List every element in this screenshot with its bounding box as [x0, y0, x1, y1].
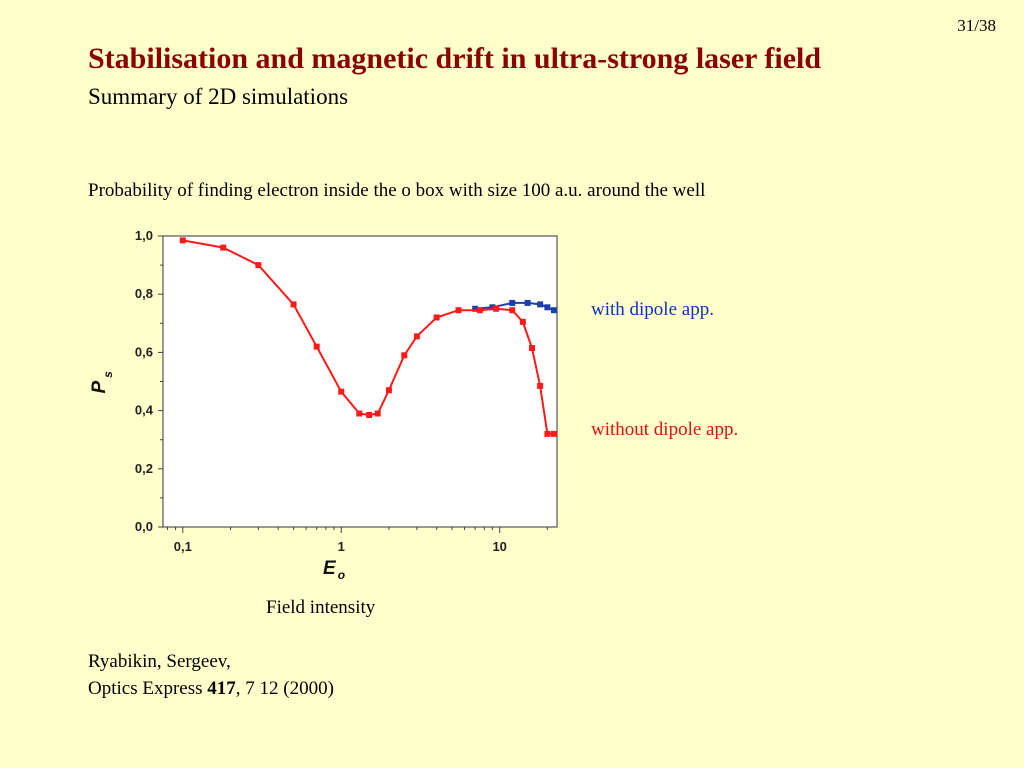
- slide-title: Stabilisation and magnetic drift in ultr…: [88, 42, 822, 75]
- data-point: [550, 307, 557, 314]
- data-point: [524, 299, 531, 306]
- y-tick-label: 1,0: [135, 228, 153, 243]
- data-point: [255, 262, 262, 269]
- data-point: [374, 410, 381, 417]
- field-intensity-label: Field intensity: [266, 597, 376, 618]
- chart-caption: Probability of finding electron inside t…: [88, 180, 706, 201]
- x-tick-label: 10: [492, 539, 506, 554]
- y-axis-title: Ps: [89, 371, 115, 394]
- data-point: [179, 237, 186, 244]
- plot-area: [162, 235, 558, 528]
- reference-pages-year: , 7 12 (2000): [235, 678, 334, 699]
- legend-with-dipole: with dipole app.: [591, 299, 714, 320]
- y-tick-label: 0,4: [135, 403, 154, 418]
- data-point: [313, 343, 320, 350]
- data-point: [401, 352, 408, 359]
- y-axis-title-main: P: [89, 381, 110, 394]
- reference-journal-name: Optics Express: [88, 678, 208, 699]
- data-point: [366, 411, 373, 418]
- x-tick-label: 1: [338, 539, 345, 554]
- data-point: [290, 301, 297, 308]
- data-point: [220, 244, 227, 251]
- series-1: [179, 237, 557, 437]
- data-point: [476, 307, 483, 314]
- y-tick-label: 0,6: [135, 344, 153, 359]
- data-point: [338, 388, 345, 395]
- data-point: [509, 307, 516, 314]
- y-tick-label: 0,0: [135, 519, 153, 534]
- x-tick-label: 0,1: [174, 539, 192, 554]
- series-line: [182, 239, 554, 435]
- x-axis-title-sub: o: [338, 568, 345, 582]
- series-0: [472, 299, 557, 314]
- slide-subtitle: Summary of 2D simulations: [88, 84, 349, 109]
- reference-authors: Ryabikin, Sergeev,: [88, 651, 231, 672]
- x-axis-title-main: E: [323, 558, 337, 579]
- data-point: [455, 307, 462, 314]
- data-point: [356, 410, 363, 417]
- reference-volume: 417: [207, 678, 236, 699]
- data-point: [433, 314, 440, 321]
- data-point: [550, 430, 557, 437]
- data-point: [489, 304, 496, 311]
- y-tick-label: 0,2: [135, 461, 153, 476]
- y-axis-title-sub: s: [101, 371, 115, 378]
- data-point: [544, 430, 551, 437]
- data-point: [537, 301, 544, 308]
- data-point: [544, 304, 551, 311]
- data-point: [509, 299, 516, 306]
- data-point: [385, 387, 392, 394]
- data-point: [529, 345, 536, 352]
- reference-journal: Optics Express 417, 7 12 (2000): [88, 678, 334, 700]
- y-tick-label: 0,8: [135, 286, 153, 301]
- data-point: [413, 333, 420, 340]
- data-point: [493, 305, 500, 312]
- legend-without-dipole: without dipole app.: [591, 419, 739, 440]
- data-point: [472, 305, 479, 312]
- page-number: 31/38: [957, 16, 996, 35]
- data-point: [519, 318, 526, 325]
- data-point: [537, 382, 544, 389]
